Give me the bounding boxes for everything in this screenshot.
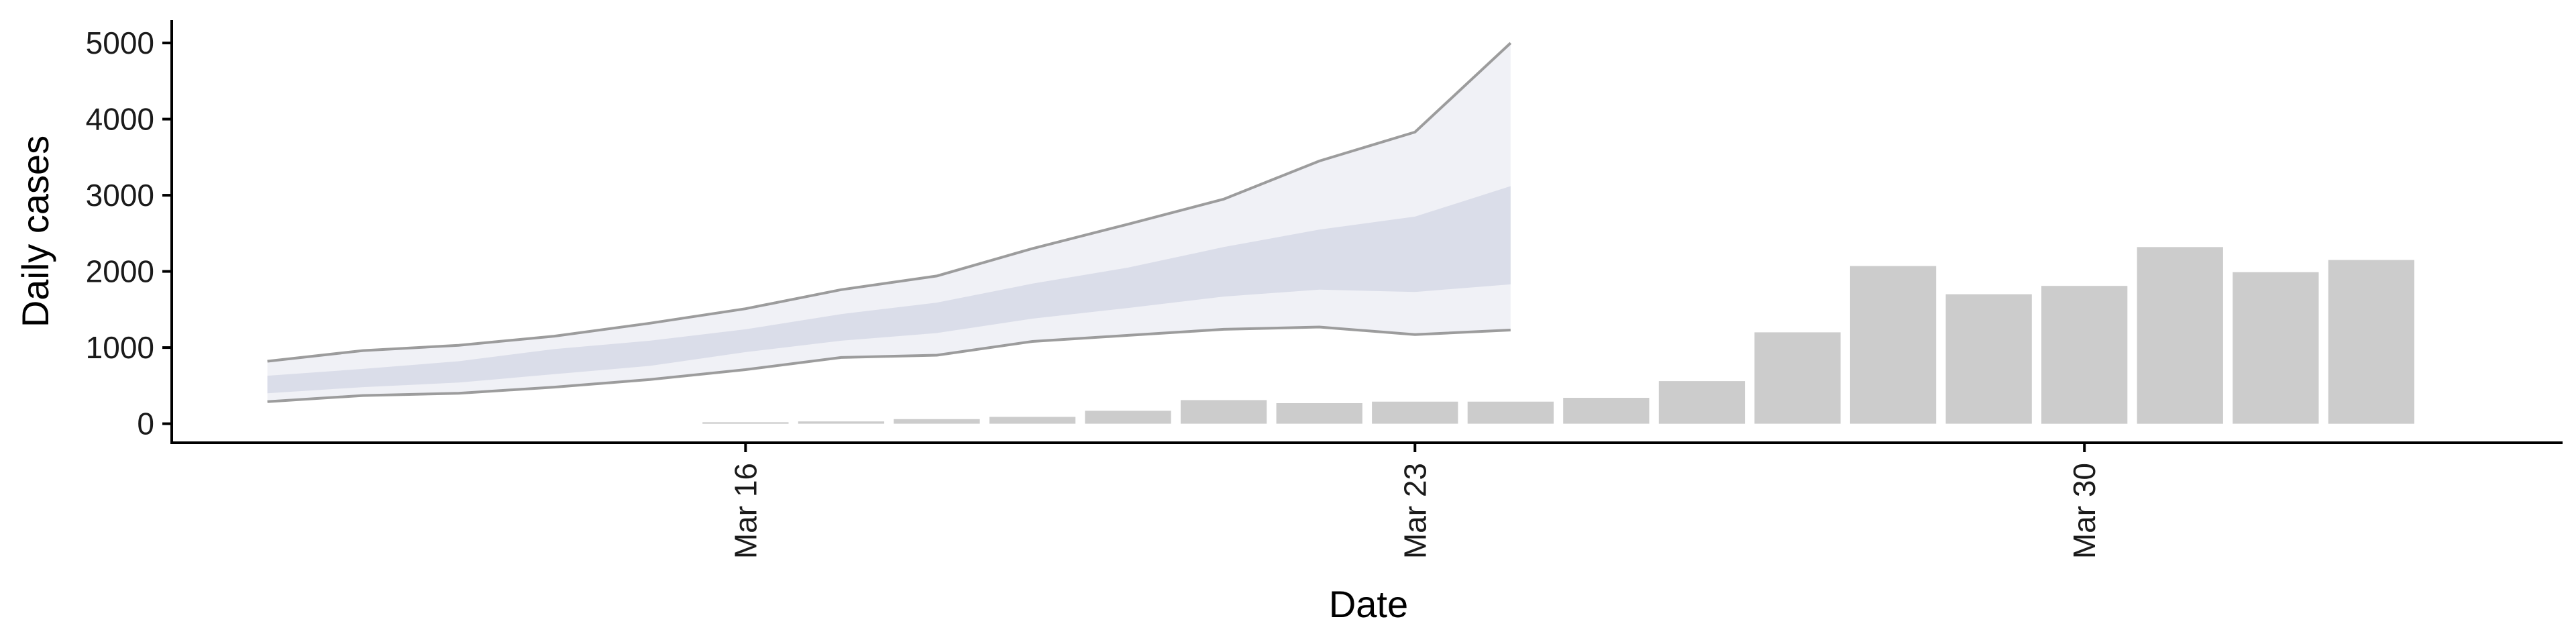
x-ticks: Mar 16 Mar 23 Mar 30 [728,443,2102,559]
daily-case-bar [1181,400,1267,424]
y-tick-label: 2000 [86,254,154,289]
upper-bound-line [267,42,1512,363]
y-tick-label: 5000 [86,25,154,60]
daily-case-bar [1658,381,1746,424]
lower-bound-line [267,325,1511,403]
y-axis-title: Daily cases [14,136,56,327]
daily-case-bars [702,247,2414,424]
y-ticks: 0 1000 2000 3000 4000 5000 [86,25,172,441]
daily-case-bar [1563,398,1650,424]
daily-case-bar [1372,401,1458,424]
daily-case-bar [1085,411,1171,424]
y-tick-label: 3000 [86,178,154,213]
y-tick-label: 0 [137,407,154,441]
daily-case-bar [702,422,789,424]
daily-case-bar [1945,294,2032,424]
daily-case-bar [1467,401,1554,424]
y-tick-label: 4000 [86,102,154,137]
daily-case-bar [1276,403,1362,424]
daily-case-bar [989,417,1076,424]
daily-case-bar [1754,332,1841,424]
y-tick-label: 1000 [86,330,154,365]
daily-case-bar [2233,272,2319,424]
daily-case-bar [798,421,885,424]
daily-case-bar [2041,286,2128,424]
inner-interval-band [267,186,1511,394]
daily-case-bar [894,419,980,424]
x-tick-label: Mar 23 [1397,463,1432,559]
daily-case-bar [2137,247,2223,424]
x-tick-label: Mar 30 [2067,463,2102,559]
x-axis-title: Date [1329,583,1408,625]
nowcast-ribbons [267,42,1512,403]
x-tick-label: Mar 16 [728,463,763,559]
daily-case-bar [1849,266,1937,424]
axes [170,20,2563,444]
daily-case-bar [2328,260,2414,424]
outer-interval-band [267,43,1511,402]
